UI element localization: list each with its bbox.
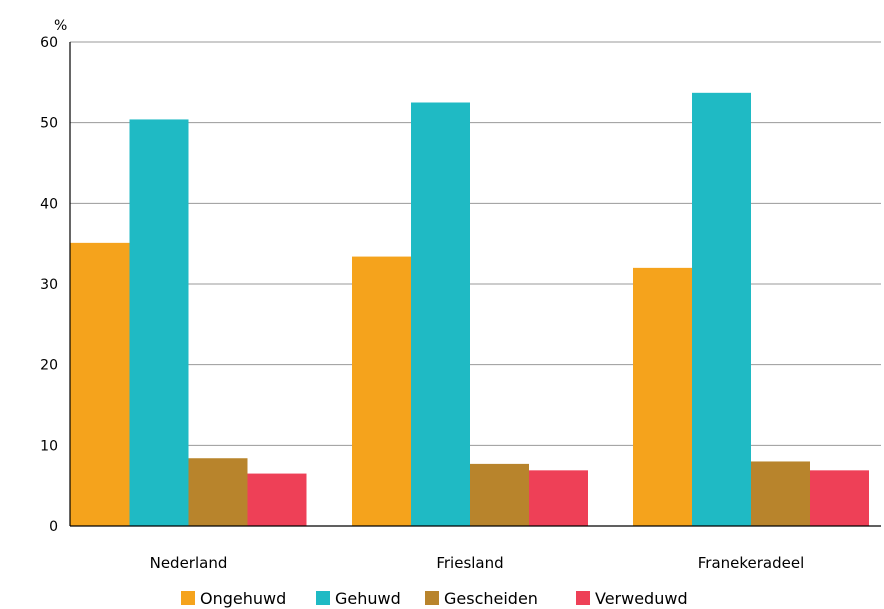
y-tick-labels: 0 10 20 30 40 50 60 xyxy=(40,35,58,535)
axes xyxy=(69,42,881,527)
bar-gescheiden-nederland xyxy=(188,458,248,526)
y-tick-label: 0 xyxy=(49,519,58,535)
bar-verweduwd-friesland xyxy=(529,470,588,526)
y-tick-label: 20 xyxy=(40,358,58,374)
category-labels: Nederland Friesland Franekeradeel xyxy=(150,554,805,572)
bar-ongehuwd-franekeradeel xyxy=(633,267,692,526)
category-label: Nederland xyxy=(150,554,228,572)
legend: Ongehuwd Gehuwd Gescheiden Verweduwd xyxy=(181,589,688,608)
legend-label-verweduwd: Verweduwd xyxy=(595,589,688,608)
y-tick-label: 60 xyxy=(40,35,58,51)
bar-gehuwd-friesland xyxy=(411,102,470,526)
category-label: Friesland xyxy=(436,554,503,572)
y-tick-label: 40 xyxy=(40,196,58,212)
y-axis-unit-label: % xyxy=(54,18,67,34)
bars xyxy=(70,92,869,527)
gridlines xyxy=(70,41,881,446)
legend-label-ongehuwd: Ongehuwd xyxy=(200,589,286,608)
bar-gescheiden-friesland xyxy=(470,463,529,526)
bar-gehuwd-franekeradeel xyxy=(692,92,751,526)
y-tick-label: 10 xyxy=(40,438,58,454)
legend-swatch-gehuwd xyxy=(316,591,330,605)
y-tick-label: 50 xyxy=(40,116,58,132)
legend-swatch-gescheiden xyxy=(425,591,439,605)
bar-gescheiden-franekeradeel xyxy=(751,461,810,526)
bar-gehuwd-nederland xyxy=(129,119,189,526)
bar-verweduwd-franekeradeel xyxy=(810,470,869,526)
bar-verweduwd-nederland xyxy=(247,473,307,526)
category-label: Franekeradeel xyxy=(698,554,805,572)
legend-swatch-verweduwd xyxy=(576,591,590,605)
bar-ongehuwd-friesland xyxy=(352,256,411,526)
y-tick-label: 30 xyxy=(40,277,58,293)
legend-label-gehuwd: Gehuwd xyxy=(335,589,401,608)
legend-label-gescheiden: Gescheiden xyxy=(444,589,538,608)
legend-swatch-ongehuwd xyxy=(181,591,195,605)
bar-ongehuwd-nederland xyxy=(70,242,130,527)
